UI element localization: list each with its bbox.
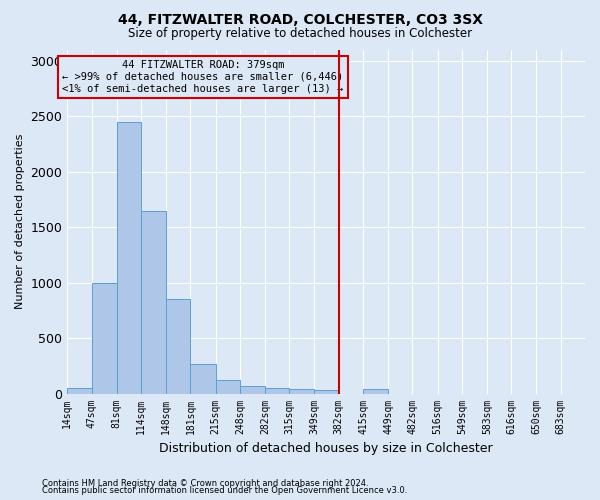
Bar (265, 388, 289, 394)
Bar (314, 390, 338, 394)
Text: Contains public sector information licensed under the Open Government Licence v3: Contains public sector information licen… (42, 486, 407, 495)
Bar (190, 364, 215, 394)
Bar (240, 386, 265, 394)
Text: Contains HM Land Registry data © Crown copyright and database right 2024.: Contains HM Land Registry data © Crown c… (42, 478, 368, 488)
Y-axis label: Number of detached properties: Number of detached properties (15, 134, 25, 310)
Bar (289, 389, 314, 394)
Text: 44, FITZWALTER ROAD, COLCHESTER, CO3 3SX: 44, FITZWALTER ROAD, COLCHESTER, CO3 3SX (118, 12, 482, 26)
Bar (215, 380, 240, 394)
Bar (117, 122, 141, 394)
Bar (67, 388, 92, 394)
Text: 44 FITZWALTER ROAD: 379sqm
← >99% of detached houses are smaller (6,446)
<1% of : 44 FITZWALTER ROAD: 379sqm ← >99% of det… (62, 60, 344, 94)
X-axis label: Distribution of detached houses by size in Colchester: Distribution of detached houses by size … (160, 442, 493, 455)
Bar (141, 210, 166, 394)
Bar (92, 282, 117, 394)
Bar (363, 389, 388, 394)
Bar (166, 300, 190, 394)
Text: Size of property relative to detached houses in Colchester: Size of property relative to detached ho… (128, 28, 472, 40)
